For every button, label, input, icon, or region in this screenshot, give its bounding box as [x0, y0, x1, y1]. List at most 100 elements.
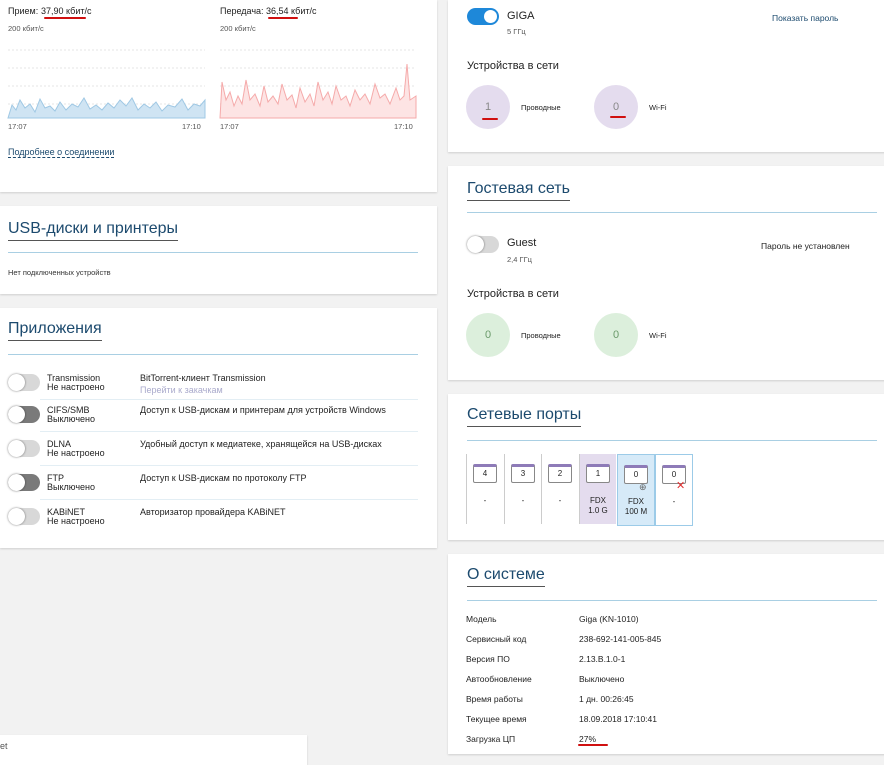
tx-value: 36,54 кбит/с — [266, 6, 317, 16]
rx-scale: 200 кбит/с — [8, 24, 44, 33]
toggle[interactable] — [8, 440, 40, 457]
wired-label: Проводные — [521, 103, 561, 112]
rule — [8, 354, 418, 355]
annotation — [44, 17, 86, 19]
annotation — [268, 17, 298, 19]
port-number: 3 — [511, 464, 535, 483]
port-status-block: - — [656, 497, 692, 507]
app-name: KABiNET — [47, 507, 86, 517]
wifi-label: Wi-Fi — [649, 103, 667, 112]
system-value: 18.09.2018 17:10:41 — [579, 714, 657, 724]
port-speed: 1.0 G — [588, 506, 608, 515]
app-description: Доступ к USB-дискам и принтерам для устр… — [140, 405, 386, 415]
system-card: О системе Модель Giga (KN-1010) Сервисный … — [448, 554, 884, 754]
port-status-block: FDX 1.0 G — [580, 496, 616, 516]
port[interactable]: 1 FDX 1.0 G — [579, 454, 616, 524]
band: 5 ГГц — [507, 27, 526, 36]
toggle[interactable] — [467, 236, 499, 253]
port-number: 0 — [624, 465, 648, 484]
port[interactable]: 2- — [541, 454, 578, 524]
rx-start: 17:07 — [8, 122, 27, 131]
ssid: GIGA — [507, 10, 535, 22]
tx-label: Передача: — [220, 6, 264, 16]
app-name: DLNA — [47, 439, 72, 449]
row-rule — [40, 431, 418, 432]
toggle[interactable] — [8, 374, 40, 391]
toggle[interactable] — [8, 474, 40, 491]
port-number: 2 — [548, 464, 572, 483]
app-status: Не настроено — [47, 516, 105, 526]
row-rule — [40, 465, 418, 466]
system-value: Выключено — [579, 674, 625, 684]
system-value: 238-692-141-005-845 — [579, 634, 662, 644]
usb-title: USB-диски и принтеры — [8, 220, 179, 241]
error-icon: ✕ — [676, 480, 686, 492]
wired-label: Проводные — [521, 331, 561, 340]
app-link[interactable]: Перейти к закачкам — [140, 385, 223, 395]
port-status: FDX — [628, 497, 644, 506]
app-name: CIFS/SMB — [47, 405, 90, 415]
app-status: Не настроено — [47, 382, 105, 392]
system-key: Сервисный код — [466, 634, 527, 644]
port-status: - — [672, 497, 676, 506]
password-status: Пароль не установлен — [761, 241, 850, 251]
app-name: FTP — [47, 473, 64, 483]
app-description: BitTorrent-клиент Transmission — [140, 373, 266, 383]
annotation — [578, 744, 608, 746]
system-key: Время работы — [466, 694, 523, 704]
port[interactable]: 3- — [504, 454, 541, 524]
app-description: Удобный доступ к медиатеке, хранящейся н… — [140, 439, 382, 449]
search-box[interactable]: et — [0, 735, 307, 765]
port-status: FDX — [590, 496, 606, 505]
system-key: Загрузка ЦП — [466, 734, 516, 744]
port-status: - — [483, 496, 487, 505]
wired-count: 0 — [466, 313, 510, 357]
port-speed: 100 M — [624, 507, 648, 516]
wifi-card: GIGA 5 ГГц Показать пароль Устройства в … — [448, 0, 884, 152]
app-status: Выключено — [47, 414, 95, 424]
traffic-card: Прием: 37,90 кбит/с 200 кбит/с Передача:… — [0, 0, 437, 192]
ports-title: Сетевые порты — [467, 406, 582, 427]
system-value: 1 дн. 00:26:45 — [579, 694, 634, 704]
devices-title: Устройства в сети — [467, 288, 559, 300]
rule — [467, 440, 877, 441]
wifi-count: 0 — [594, 85, 638, 129]
port[interactable]: 0 - ✕ — [655, 454, 693, 526]
row-rule — [40, 399, 418, 400]
toggle[interactable] — [8, 406, 40, 423]
traffic-graphs — [7, 49, 417, 119]
app-description: Доступ к USB-дискам по протоколу FTP — [140, 473, 307, 483]
port-status-block: - — [505, 496, 541, 506]
wifi-label: Wi-Fi — [649, 331, 667, 340]
ssid: Guest — [507, 237, 537, 249]
tx-start: 17:07 — [220, 122, 239, 131]
system-key: Автообновление — [466, 674, 532, 684]
port-status-block: - — [542, 496, 578, 506]
app-description: Авторизатор провайдера KABiNET — [140, 507, 286, 517]
app-name: Transmission — [47, 373, 101, 383]
rule — [8, 252, 418, 253]
details-link[interactable]: Подробнее о соединении — [8, 147, 115, 158]
band: 2,4 ГГц — [507, 255, 532, 264]
port[interactable]: 0 FDX 100 M ⊕ — [617, 454, 655, 526]
show-password[interactable]: Показать пароль — [772, 13, 839, 23]
toggle[interactable] — [8, 508, 40, 525]
annotation — [610, 116, 626, 118]
guest-title: Гостевая сеть — [467, 180, 570, 201]
tx-end: 17:10 — [394, 122, 413, 131]
port[interactable]: 4- — [466, 454, 503, 524]
port-status: - — [558, 496, 562, 505]
rx-end: 17:10 — [182, 122, 201, 131]
port-status-block: FDX 100 M — [618, 497, 654, 517]
toggle[interactable] — [467, 8, 499, 25]
devices-title: Устройства в сети — [467, 60, 559, 72]
system-key: Текущее время — [466, 714, 527, 724]
app-status: Выключено — [47, 482, 95, 492]
wifi-count: 0 — [594, 313, 638, 357]
guest-card: Гостевая сеть Guest 2,4 ГГц Пароль не ус… — [448, 166, 884, 380]
app-status: Не настроено — [47, 448, 105, 458]
system-title: О системе — [467, 566, 545, 587]
system-value: 2.13.B.1.0-1 — [579, 654, 626, 664]
system-value: Giga (KN-1010) — [579, 614, 639, 624]
